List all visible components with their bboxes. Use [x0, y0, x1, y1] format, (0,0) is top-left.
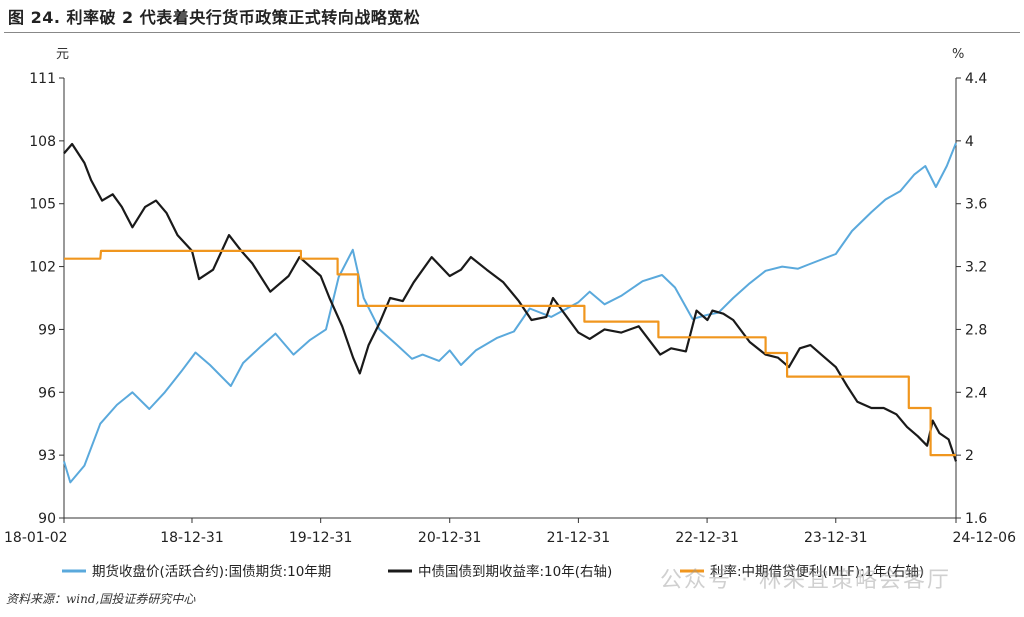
right-tick-label: 4	[965, 134, 974, 150]
left-tick-label: 108	[29, 134, 56, 150]
legend-item-yield: 中债国债到期收益率:10年(右轴)	[388, 563, 612, 580]
left-tick-label: 111	[29, 71, 56, 87]
series-line-mlf	[64, 249, 956, 457]
right-tick-label: 3.6	[965, 197, 987, 213]
axes: 90 93 96 99 102 105 108 111 1.6 2 2.4 2.8 3.2 3.6 4 4.4…	[4, 71, 1016, 546]
legend-label: 期货收盘价(活跃合约):国债期货:10年期	[92, 563, 331, 580]
right-tick-label: 2.8	[965, 322, 987, 338]
chart-title: 图 24. 利率破 2 代表着央行货币政策正式转向战略宽松	[8, 8, 421, 27]
x-tick-label: 18-01-02	[4, 530, 68, 546]
legend-label: 中债国债到期收益率:10年(右轴)	[418, 563, 612, 580]
title-divider	[4, 32, 1020, 33]
right-tick-label: 3.2	[965, 260, 987, 276]
legend-item-mlf: 利率:中期借贷便利(MLF):1年(右轴)	[680, 563, 924, 580]
legend-item-futures: 期货收盘价(活跃合约):国债期货:10年期	[62, 563, 331, 580]
legend-label: 利率:中期借贷便利(MLF):1年(右轴)	[710, 563, 924, 580]
series-line-yield	[63, 142, 958, 462]
x-tick-label: 19-12-31	[289, 530, 353, 546]
right-tick-label: 1.6	[965, 511, 987, 527]
series-line-futures	[63, 142, 957, 484]
left-tick-label: 105	[29, 197, 56, 213]
x-tick-label: 22-12-31	[675, 530, 739, 546]
legend: 期货收盘价(活跃合约):国债期货:10年期 中债国债到期收益率:10年(右轴) 利率…	[62, 563, 924, 580]
x-tick-label: 18-12-31	[160, 530, 224, 546]
x-tick-label: 21-12-31	[547, 530, 611, 546]
right-tick-label: 2	[965, 448, 974, 464]
left-tick-label: 99	[38, 322, 56, 338]
left-tick-label: 102	[29, 260, 56, 276]
left-tick-label: 90	[38, 511, 56, 527]
watermark: 公众号 · 林采宜策略会客厅	[660, 568, 951, 593]
source-note: 资料来源：wind,国投证券研究中心	[6, 592, 196, 606]
right-axis-unit: %	[952, 47, 964, 62]
right-tick-label: 4.4	[965, 71, 987, 87]
left-tick-label: 93	[38, 448, 56, 464]
right-tick-label: 2.4	[965, 385, 987, 401]
x-tick-label: 23-12-31	[804, 530, 868, 546]
x-tick-label: 20-12-31	[418, 530, 482, 546]
x-tick-label: 24-12-06	[952, 530, 1016, 546]
left-axis-unit: 元	[56, 47, 69, 62]
plot-lines	[63, 142, 958, 484]
left-tick-label: 96	[38, 385, 56, 401]
